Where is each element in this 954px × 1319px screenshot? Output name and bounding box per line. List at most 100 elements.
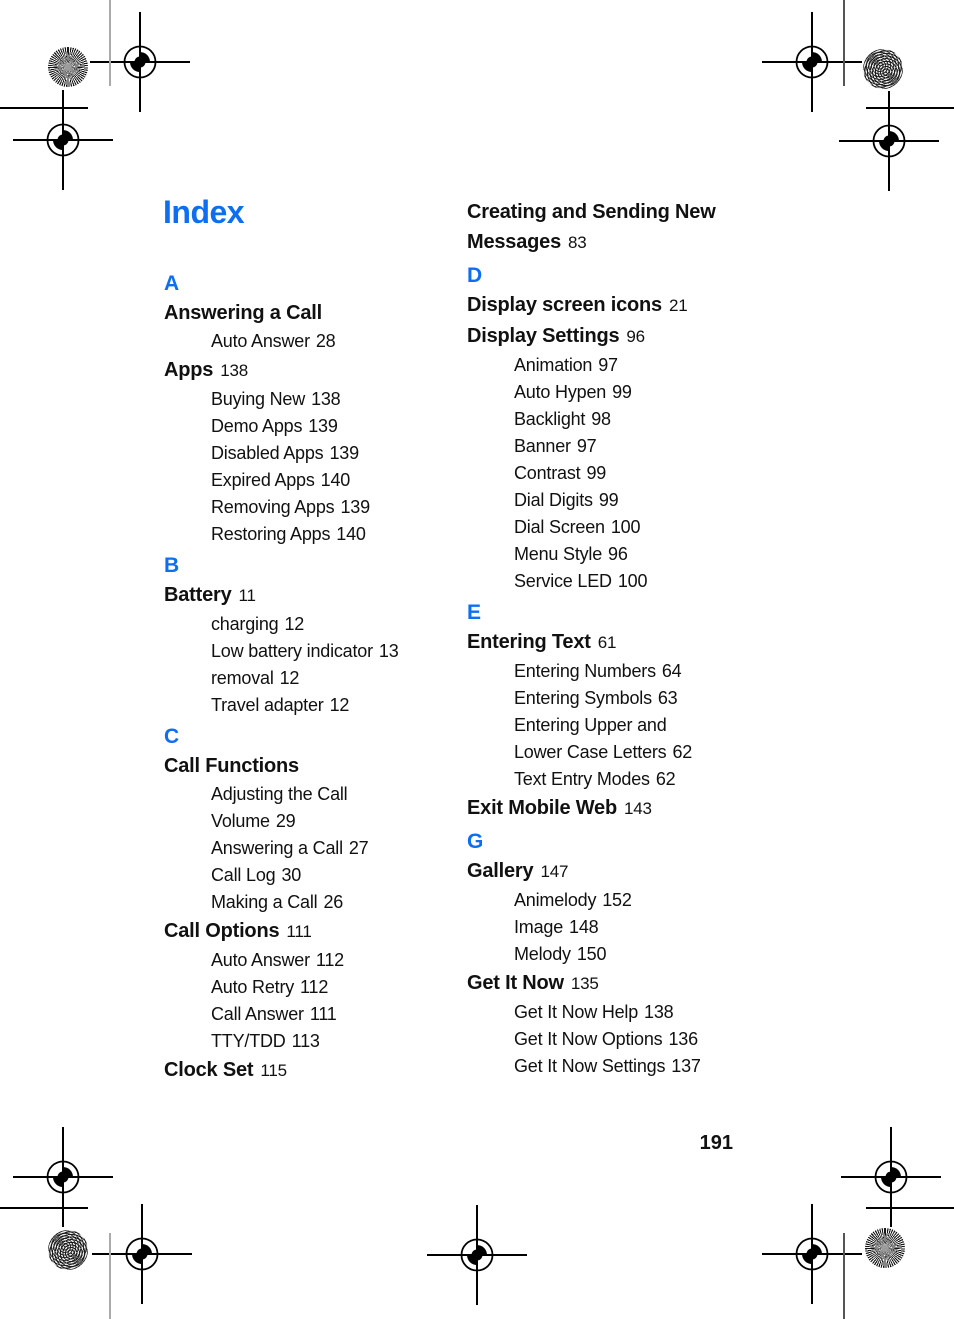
entry-page-number: 139 [329, 443, 359, 463]
index-subentry: Auto Retry 112 [164, 974, 464, 1001]
entry-page-number: 96 [626, 327, 645, 346]
entry-term: Banner [514, 436, 571, 456]
page-title: Index [163, 194, 245, 230]
index-subentry: charging 12 [164, 611, 464, 638]
entry-page-number: 26 [323, 892, 344, 912]
index-subentry: Image 148 [467, 914, 767, 941]
entry-term: Making a Call [211, 892, 318, 912]
registration-target-icon [762, 12, 862, 117]
page-number: 191 [699, 1132, 733, 1154]
entry-page-number: 112 [300, 977, 329, 997]
entry-page-number: 62 [655, 769, 676, 789]
index-entry: Call Functions [164, 751, 464, 781]
crop-line-horizontal [866, 107, 954, 109]
entry-term: Get It Now Options [514, 1029, 663, 1049]
entry-page-number: 138 [644, 1002, 674, 1022]
entry-term: Melody [514, 944, 571, 964]
entry-term: Text Entry Modes [514, 769, 650, 789]
entry-term: Entering Text [467, 631, 591, 653]
entry-term: Disabled Apps [211, 443, 324, 463]
entry-term: Display screen icons [467, 294, 662, 316]
entry-page-number: 140 [336, 524, 366, 544]
entry-page-number: 140 [320, 470, 351, 490]
entry-page-number: 27 [348, 838, 369, 858]
entry-term: Clock Set [164, 1059, 254, 1081]
registration-target-icon [90, 12, 190, 117]
entry-term: Animelody [514, 890, 597, 910]
entry-term: Messages [467, 231, 562, 253]
index-entry: Answering a Call [164, 298, 464, 328]
index-subentry: removal 12 [164, 665, 464, 692]
entry-term: Battery [164, 584, 232, 606]
entry-page-number: 99 [586, 463, 607, 483]
index-subentry: Get It Now Help 138 [467, 999, 767, 1026]
index-subentry: Buying New 138 [164, 386, 464, 413]
registration-target-icon [13, 90, 113, 195]
registration-target-icon [427, 1205, 527, 1310]
entry-page-number: 97 [598, 355, 618, 375]
index-letter-heading: A [164, 270, 464, 298]
entry-term: Menu Style [514, 544, 603, 564]
registration-target-icon [762, 1204, 862, 1309]
index-letter-heading: B [164, 552, 464, 580]
crop-line-vertical [843, 0, 845, 86]
entry-term: Entering Numbers [514, 661, 656, 681]
entry-term: Entering Upper and [514, 715, 667, 735]
entry-term: Entering Symbols [514, 688, 652, 708]
index-subentry: Entering Symbols 63 [467, 685, 767, 712]
entry-page-number: 143 [623, 799, 652, 818]
entry-term: Low battery indicator [211, 641, 373, 661]
entry-page-number: 137 [671, 1056, 701, 1076]
entry-term: Get It Now [467, 972, 564, 994]
crop-line-vertical [109, 0, 111, 86]
crop-line-horizontal [0, 1207, 88, 1209]
entry-term: charging [211, 614, 279, 634]
index-subentry: Expired Apps 140 [164, 467, 464, 494]
letter-label: E [467, 601, 481, 624]
index-subentry: Service LED 100 [467, 568, 767, 595]
index-subentry: Call Log 30 [164, 862, 464, 889]
index-subentry: Auto Answer 28 [164, 328, 464, 355]
registration-target-icon [841, 1127, 941, 1232]
entry-term: Call Options [164, 920, 280, 942]
index-subentry: Get It Now Settings 137 [467, 1053, 767, 1080]
registration-target-icon [92, 1204, 192, 1309]
entry-page-number: 138 [220, 361, 248, 380]
entry-page-number: 11 [238, 586, 256, 605]
entry-term: Auto Hypen [514, 382, 607, 402]
entry-term: Call Functions [164, 755, 299, 777]
index-subentry: Lower Case Letters 62 [467, 739, 767, 766]
entry-term: Adjusting the Call [211, 784, 348, 804]
entry-page-number: 83 [568, 233, 587, 252]
index-entry: Gallery 147 [467, 856, 767, 887]
entry-page-number: 12 [329, 695, 350, 715]
entry-term: Animation [514, 355, 593, 375]
entry-page-number: 113 [291, 1031, 320, 1051]
entry-page-number: 63 [657, 688, 678, 708]
index-subentry: Volume 29 [164, 808, 464, 835]
entry-page-number: 99 [612, 382, 632, 402]
index-subentry: Contrast 99 [467, 460, 767, 487]
letter-label: B [164, 554, 179, 577]
entry-term: TTY/TDD [211, 1031, 286, 1051]
index-subentry: Answering a Call 27 [164, 835, 464, 862]
entry-page-number: 152 [602, 890, 632, 910]
entry-page-number: 98 [591, 409, 611, 429]
entry-page-number: 111 [309, 1004, 337, 1024]
entry-page-number: 115 [260, 1061, 287, 1080]
index-subentry: Text Entry Modes 62 [467, 766, 767, 793]
index-letter-heading: D [467, 262, 767, 290]
index-subentry: Auto Answer 112 [164, 947, 464, 974]
entry-term: Removing Apps [211, 497, 335, 517]
index-entry: Display screen icons 21 [467, 290, 767, 321]
entry-page-number: 100 [617, 571, 648, 591]
index-subentry: Making a Call 26 [164, 889, 464, 916]
index-subentry: TTY/TDD 113 [164, 1028, 464, 1055]
index-subentry: Entering Upper and [467, 712, 767, 739]
index-subentry: Disabled Apps 139 [164, 440, 464, 467]
entry-page-number: 62 [672, 742, 693, 762]
entry-page-number: 61 [597, 633, 617, 652]
crop-line-horizontal [0, 107, 88, 109]
entry-term: Call Answer [211, 1004, 304, 1024]
index-subentry: Animelody 152 [467, 887, 767, 914]
